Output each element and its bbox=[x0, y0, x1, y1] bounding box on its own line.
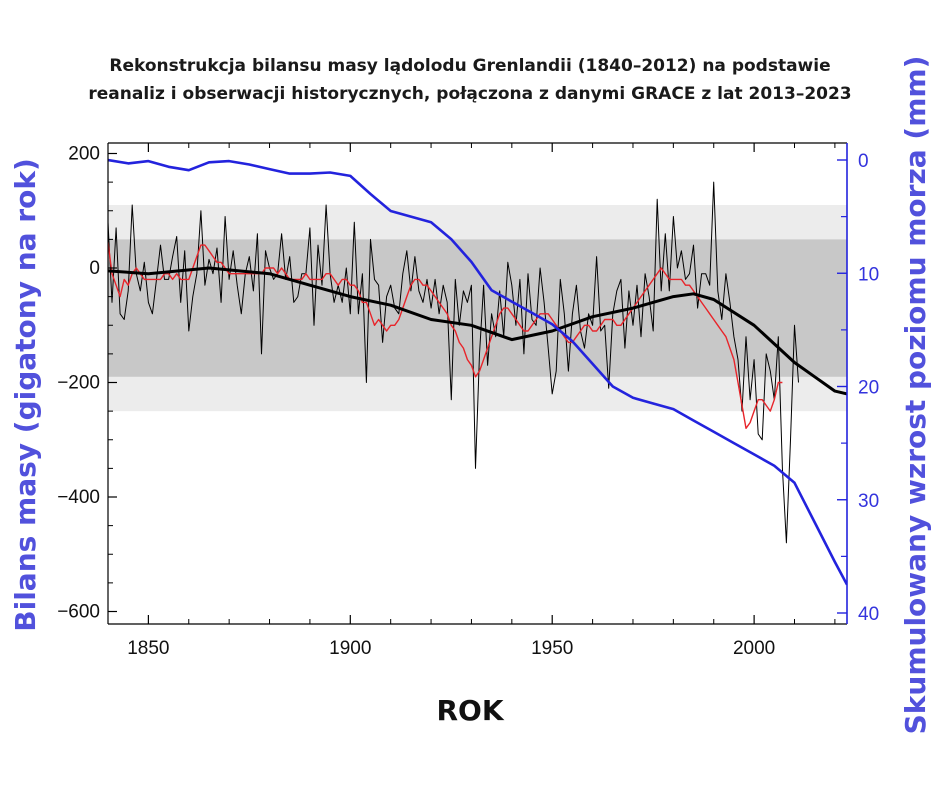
x-axis-label: ROK bbox=[436, 694, 504, 727]
y-tick-label-left: 200 bbox=[68, 144, 100, 165]
y-axis-label-left: Bilans masy (gigatony na rok) bbox=[9, 158, 42, 631]
y-tick-label-right: 10 bbox=[858, 264, 879, 285]
uncertainty-band-inner bbox=[108, 239, 847, 377]
cumulative-sea-level-line bbox=[108, 158, 847, 586]
x-tick-label: 1950 bbox=[531, 638, 573, 659]
chart-title: Rekonstrukcja bilansu masy lądolodu Gren… bbox=[0, 52, 940, 108]
y-axis-label-right: Skumulowany wzrost poziomu morza (mm) bbox=[899, 56, 932, 735]
plot-area bbox=[108, 158, 847, 586]
y-tick-label-left: −200 bbox=[57, 373, 100, 394]
y-tick-label-right: 0 bbox=[858, 151, 869, 172]
annual-mass-balance-line bbox=[108, 181, 799, 544]
x-tick-label: 1900 bbox=[329, 638, 371, 659]
y-tick-label-left: −400 bbox=[57, 487, 100, 508]
trend-mass-balance-line bbox=[108, 266, 847, 396]
y-tick-label-right: 20 bbox=[858, 378, 879, 399]
chart-title-line-1: Rekonstrukcja bilansu masy lądolodu Gren… bbox=[109, 56, 831, 76]
smoothed-mass-balance-line bbox=[108, 242, 783, 429]
y-tick-label-right: 30 bbox=[858, 491, 879, 512]
x-tick-label: 1850 bbox=[127, 638, 169, 659]
chart-title-line-2: reanaliz i obserwacji historycznych, poł… bbox=[88, 84, 852, 104]
y-tick-label-right: 40 bbox=[858, 604, 879, 625]
y-tick-label-left: 0 bbox=[89, 258, 100, 279]
x-tick-label: 2000 bbox=[733, 638, 775, 659]
y-tick-label-left: −600 bbox=[57, 602, 100, 623]
